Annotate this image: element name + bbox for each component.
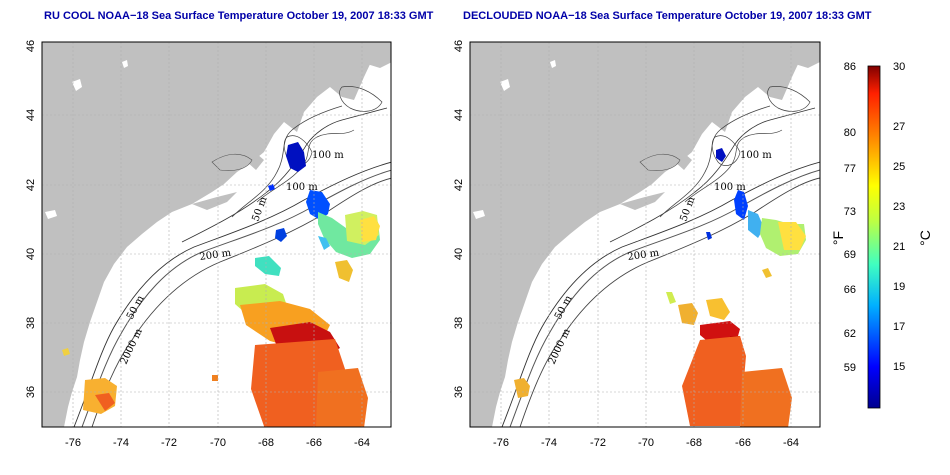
contour-label: 200 m <box>627 248 660 263</box>
contour-label: 100 m <box>740 150 772 161</box>
grid-right <box>470 42 820 427</box>
svg-text:46: 46 <box>453 40 465 52</box>
svg-text:25: 25 <box>893 161 905 173</box>
svg-text:42: 42 <box>453 179 465 191</box>
svg-text:80: 80 <box>844 127 856 139</box>
svg-text:40: 40 <box>453 248 465 260</box>
svg-text:77: 77 <box>844 163 856 175</box>
svg-text:-74: -74 <box>541 437 557 449</box>
contour-label: 200 m <box>199 248 232 263</box>
svg-text:-72: -72 <box>590 437 606 449</box>
svg-text:-68: -68 <box>686 437 702 449</box>
svg-text:36: 36 <box>453 386 465 398</box>
svg-text:42: 42 <box>25 179 37 191</box>
svg-text:-66: -66 <box>735 437 751 449</box>
colorbar-c-unit: °C <box>917 230 933 246</box>
svg-text:38: 38 <box>25 317 37 329</box>
map-frame-left <box>41 41 392 428</box>
grid-left <box>42 42 391 427</box>
svg-text:-76: -76 <box>65 437 81 449</box>
svg-text:-72: -72 <box>161 437 177 449</box>
colorbar: 86 80 77 73 69 66 62 59 30 27 25 23 21 1… <box>830 61 933 409</box>
sst-patches-left <box>62 142 380 427</box>
map-panel-left: 100 m 100 m 50 m 200 m 50 m 2000 m -76 -… <box>25 40 392 449</box>
svg-text:66: 66 <box>844 284 856 296</box>
lat-ticks-right: 46 44 42 40 38 36 <box>453 40 465 398</box>
svg-text:69: 69 <box>844 249 856 261</box>
svg-text:44: 44 <box>25 109 37 121</box>
contour-label: 100 m <box>312 150 344 161</box>
svg-text:21: 21 <box>893 241 905 253</box>
svg-text:17: 17 <box>893 321 905 333</box>
svg-text:-64: -64 <box>354 437 370 449</box>
contour-label: 100 m <box>714 182 746 193</box>
svg-text:44: 44 <box>453 109 465 121</box>
svg-text:86: 86 <box>844 61 856 73</box>
lat-ticks-left: 46 44 42 40 38 36 <box>25 40 37 398</box>
svg-text:27: 27 <box>893 121 905 133</box>
svg-text:23: 23 <box>893 201 905 213</box>
lon-ticks-right: -76 -74 -72 -70 -68 -66 -64 <box>493 437 799 449</box>
colorbar-gradient <box>867 65 881 409</box>
panel-title-left: RU COOL NOAA−18 Sea Surface Temperature … <box>44 10 434 22</box>
contour-label: 100 m <box>286 182 318 193</box>
svg-text:36: 36 <box>25 386 37 398</box>
sst-patches-right <box>514 148 806 427</box>
map-frame-right <box>469 41 821 428</box>
svg-text:-74: -74 <box>113 437 129 449</box>
svg-text:59: 59 <box>844 362 856 374</box>
colorbar-c-ticks: 30 27 25 23 21 19 17 15 <box>893 61 905 373</box>
svg-text:40: 40 <box>25 248 37 260</box>
svg-text:38: 38 <box>453 317 465 329</box>
svg-text:-64: -64 <box>783 437 799 449</box>
svg-text:30: 30 <box>893 61 905 73</box>
svg-text:-70: -70 <box>638 437 654 449</box>
svg-text:15: 15 <box>893 361 905 373</box>
svg-text:-70: -70 <box>210 437 226 449</box>
svg-text:-66: -66 <box>306 437 322 449</box>
map-panel-right: 100 m 100 m 50 m 200 m 50 m 2000 m -76 -… <box>453 40 821 449</box>
colorbar-f-ticks: 86 80 77 73 69 66 62 59 <box>844 61 856 374</box>
svg-text:73: 73 <box>844 206 856 218</box>
lon-ticks-left: -76 -74 -72 -70 -68 -66 -64 <box>65 437 370 449</box>
svg-text:46: 46 <box>25 40 37 52</box>
svg-text:-76: -76 <box>493 437 509 449</box>
svg-text:19: 19 <box>893 281 905 293</box>
panel-title-right: DECLOUDED NOAA−18 Sea Surface Temperatur… <box>463 10 872 22</box>
colorbar-f-unit: °F <box>830 231 846 245</box>
svg-text:62: 62 <box>844 328 856 340</box>
svg-text:-68: -68 <box>258 437 274 449</box>
